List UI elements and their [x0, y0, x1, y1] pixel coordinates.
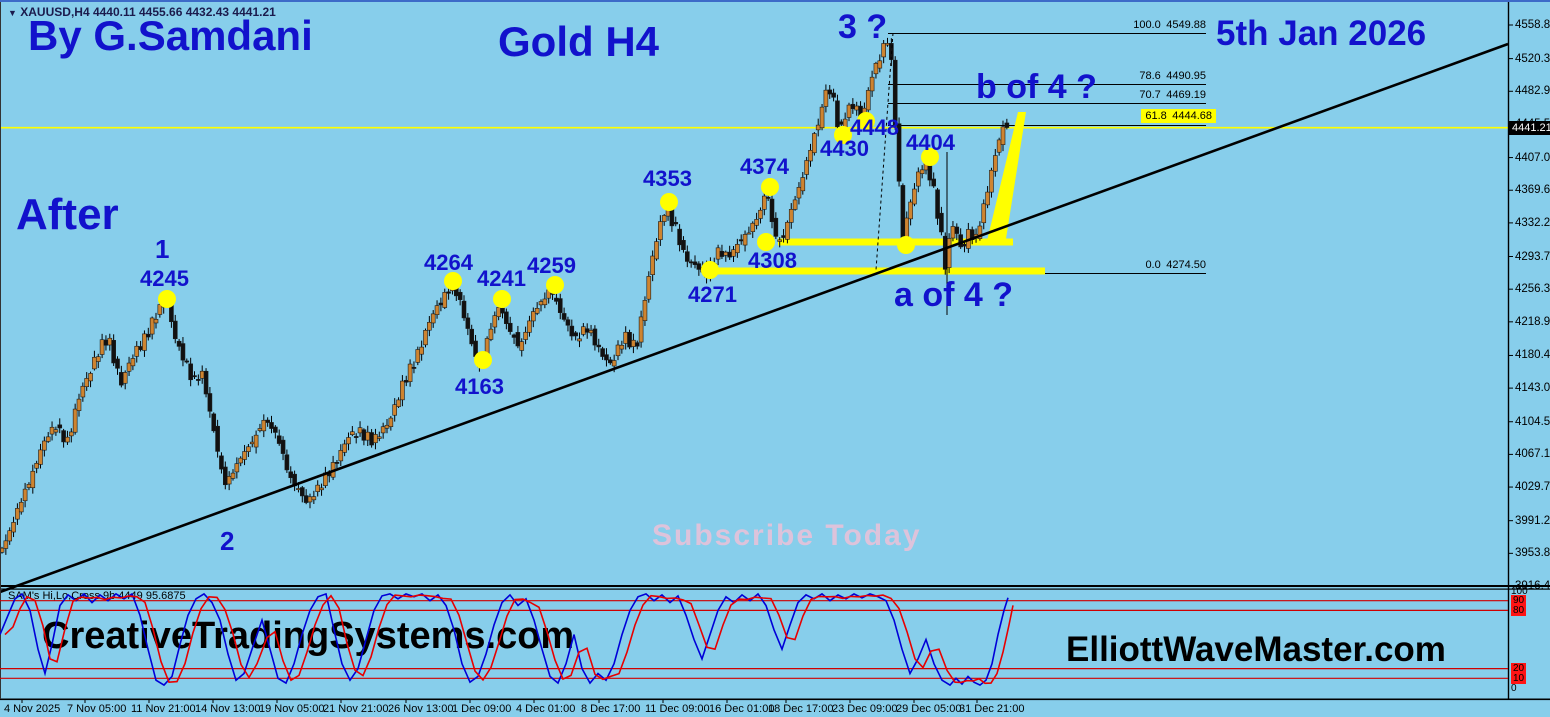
oscillator-red-line — [4, 594, 1014, 685]
watermark-right: ElliottWaveMaster.com — [1066, 630, 1446, 669]
trend-lines — [0, 32, 1509, 594]
oscillator-pane — [0, 592, 1508, 687]
yellow-support-lines — [0, 112, 1508, 275]
oscillator-blue-line — [0, 592, 1009, 687]
subscribe-watermark: Subscribe Today — [652, 519, 922, 552]
frame-lines — [0, 2, 1550, 703]
swing-dots — [158, 112, 939, 369]
